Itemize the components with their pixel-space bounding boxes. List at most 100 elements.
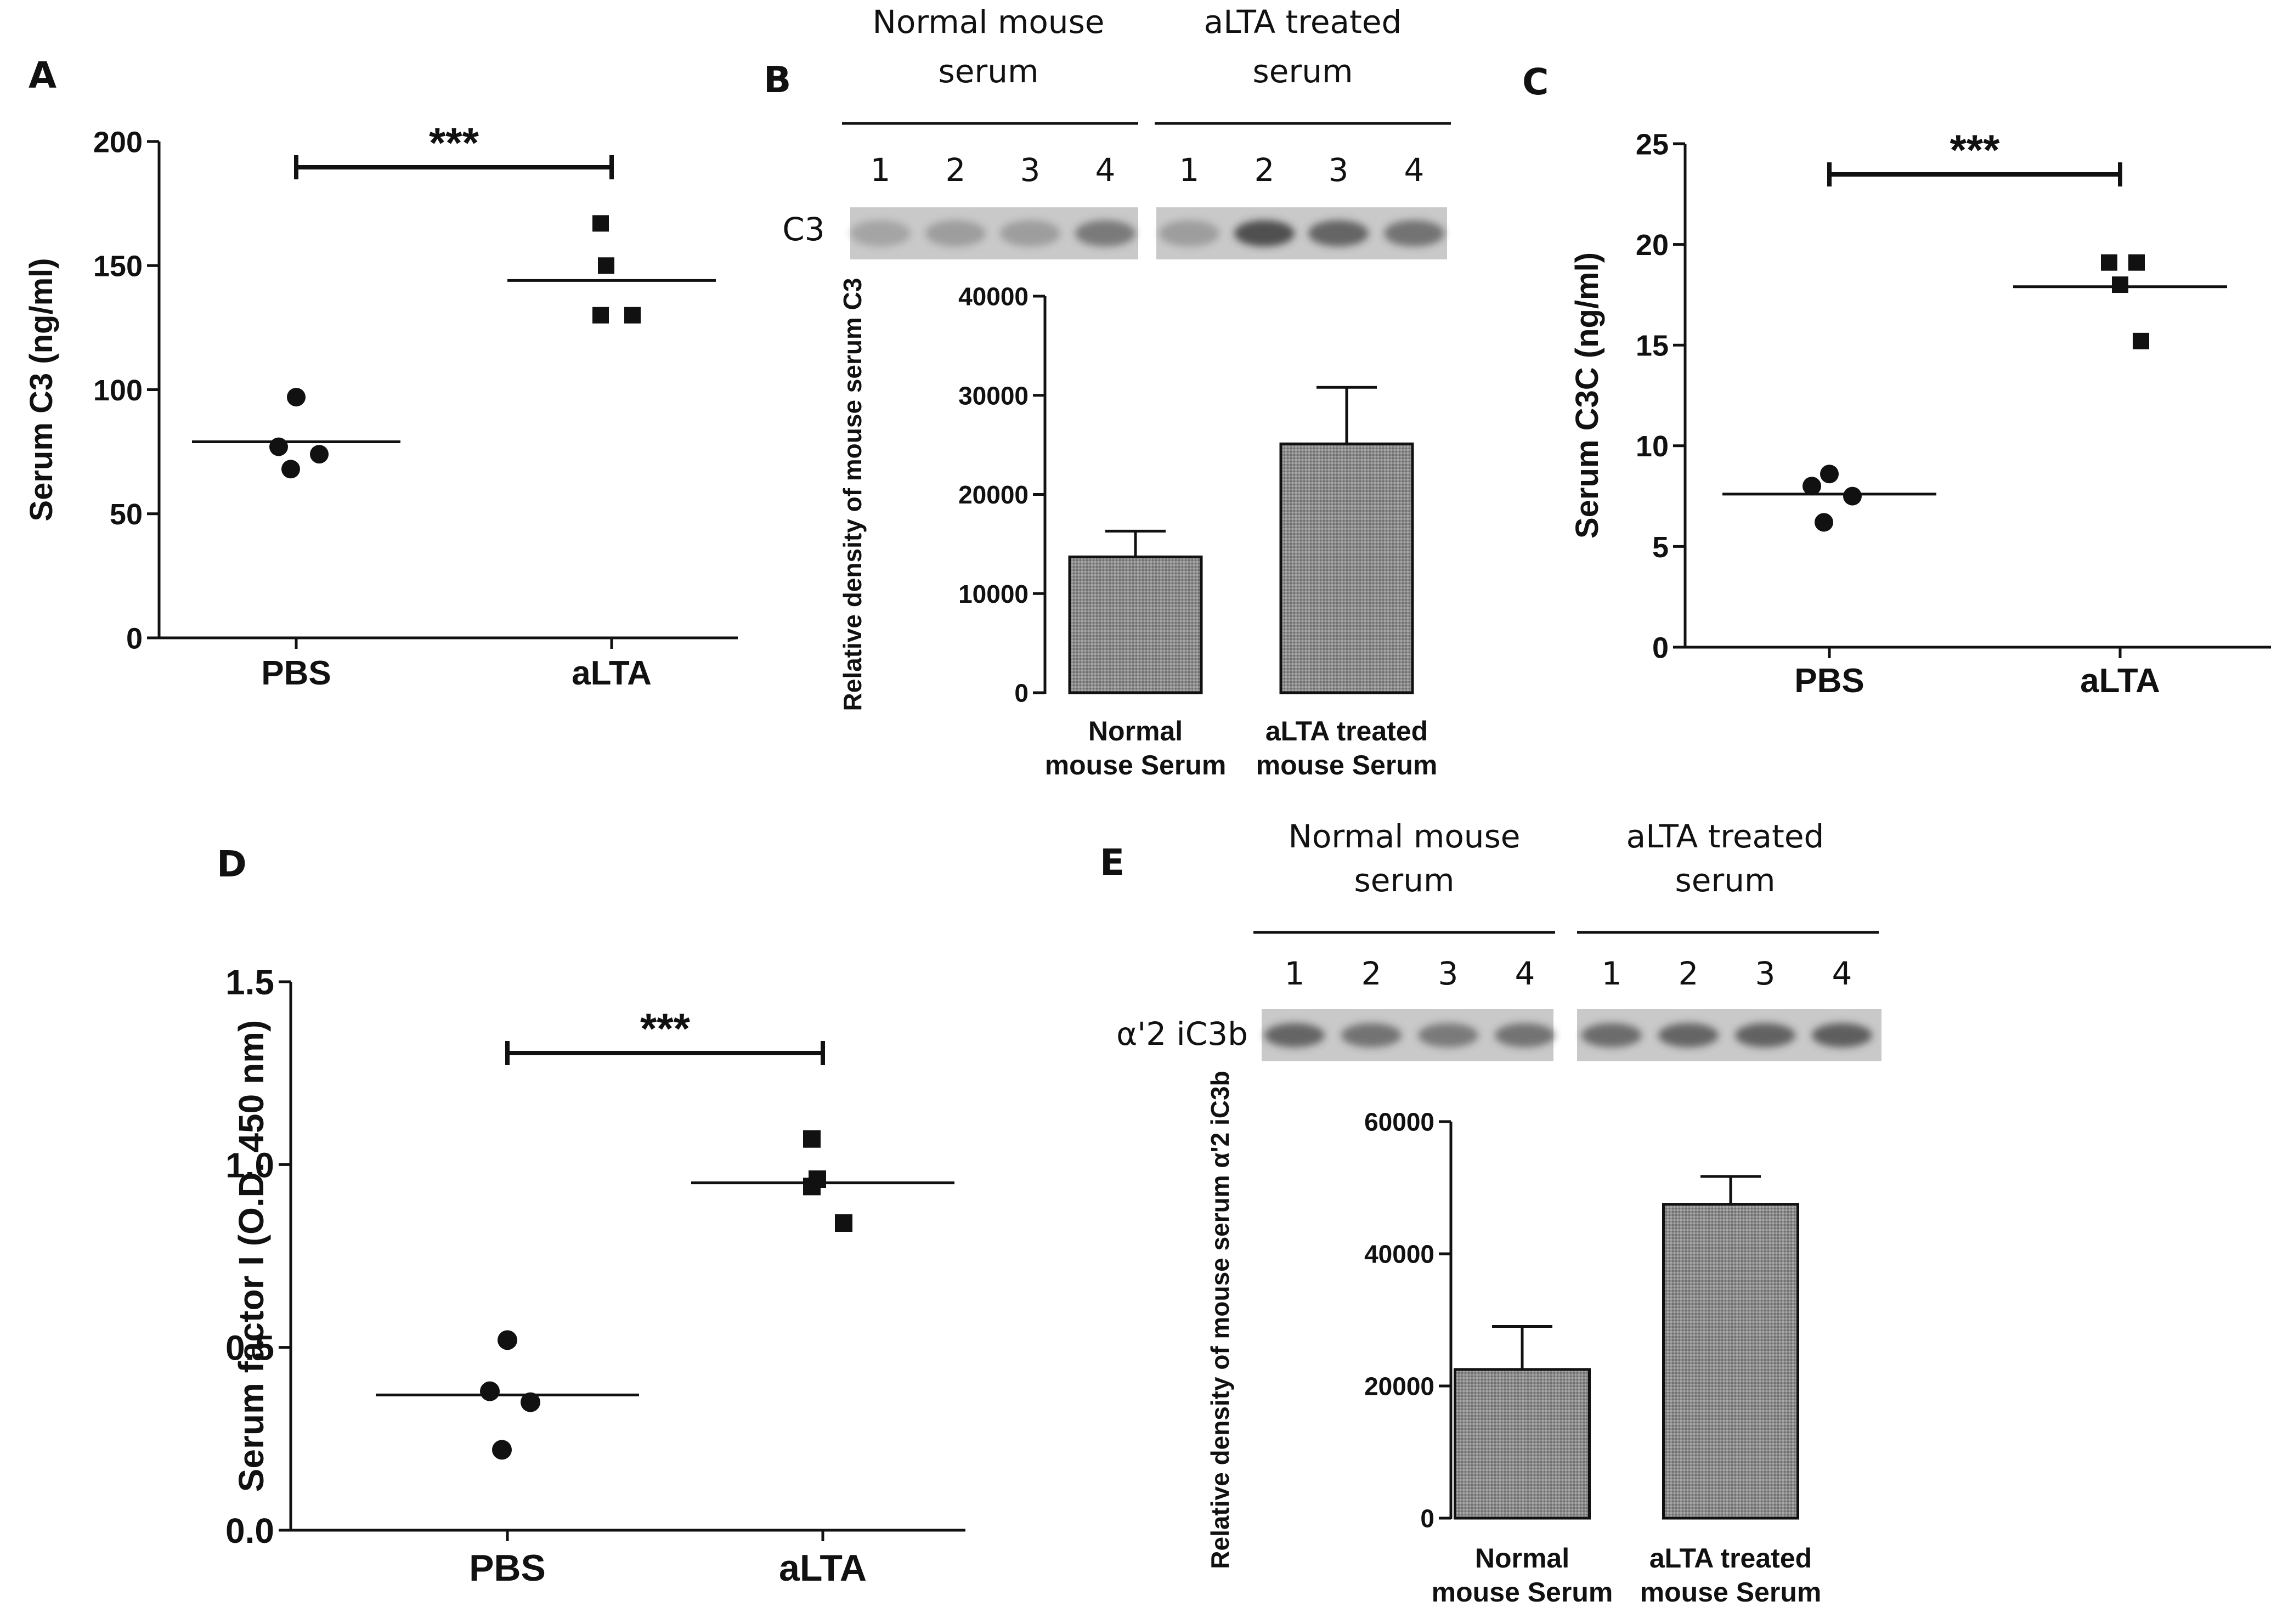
point-C-aLTA-0 [2101,254,2117,271]
y-tick-label-B-1: 10000 [958,580,1029,608]
point-A-PBS-2 [310,445,329,464]
blot-lane-number-E-7: 4 [1832,955,1852,992]
point-D-aLTA-2 [803,1178,821,1196]
y-tick-label-A-2: 100 [93,374,143,407]
x-tick-label-E-0-l2: mouse Serum [1432,1577,1613,1608]
y-tick-label-A-1: 50 [110,498,143,531]
y-tick-label-C-4: 20 [1636,229,1669,262]
point-D-PBS-1 [480,1381,500,1401]
y-tick-label-D-1: 0.5 [225,1328,274,1368]
blot-lane-number-B-1: 2 [946,151,966,189]
blot-band-E-7 [1812,1023,1872,1048]
panel-letter-C: C [1522,61,1549,103]
x-tick-label-A-1: aLTA [572,654,652,692]
blot-group-label-E-1-l2: serum [1675,862,1775,899]
panel-letter-D: D [217,843,247,885]
y-tick-label-D-3: 1.5 [225,963,274,1002]
y-axis-label-D: Serum factor I (O.D. 450 nm) [231,1020,271,1492]
blot-lane-number-B-2: 3 [1020,151,1041,189]
y-tick-label-E-2: 40000 [1364,1240,1434,1269]
x-tick-label-B-1-l1: aLTA treated [1265,716,1428,746]
blot-lane-number-E-4: 1 [1602,955,1622,992]
blot-band-E-4 [1581,1023,1642,1048]
y-tick-label-D-2: 1.0 [225,1145,274,1185]
point-C-PBS-1 [1803,477,1821,496]
blot-lane-number-B-3: 4 [1095,151,1116,189]
point-C-aLTA-1 [2128,254,2145,271]
blot-band-E-1 [1341,1023,1402,1048]
y-axis-label-A: Serum C3 (ng/ml) [24,258,59,521]
y-tick-label-B-3: 30000 [958,381,1029,410]
blot-band-B-5 [1234,220,1295,247]
blot-lane-number-B-7: 4 [1404,151,1425,189]
blot-band-E-5 [1658,1023,1719,1048]
blot-group-label-B-1-l2: serum [1252,53,1353,90]
blot-group-label-B-0-l1: Normal mouse [873,3,1105,41]
point-A-aLTA-1 [598,257,614,274]
point-A-PBS-1 [269,437,288,456]
blot-lane-number-B-5: 2 [1255,151,1275,189]
point-A-aLTA-0 [592,215,609,232]
y-tick-label-E-0: 0 [1420,1504,1434,1533]
x-tick-label-B-0-l2: mouse Serum [1045,750,1227,780]
y-axis-label-E: Relative density of mouse serum α'2 iC3b [1206,1071,1234,1569]
bar-E-0 [1454,1368,1591,1520]
y-tick-label-B-0: 0 [1014,679,1029,708]
point-C-PBS-0 [1820,465,1839,484]
blot-band-E-2 [1418,1023,1478,1048]
sig-label-C: *** [1950,126,2000,174]
x-tick-label-D-0: PBS [469,1547,546,1589]
x-tick-label-D-1: aLTA [779,1547,867,1589]
point-C-aLTA-2 [2112,276,2128,293]
blot-band-E-6 [1735,1023,1795,1048]
y-tick-label-D-0: 0.0 [225,1511,274,1551]
blot-row-label-E: α'2 iC3b [1116,1015,1248,1053]
x-tick-label-C-0: PBS [1794,662,1864,700]
blot-band-B-1 [925,220,986,247]
blot-band-B-7 [1384,220,1444,247]
blot-band-E-3 [1495,1023,1555,1048]
panel-letter-E: E [1100,841,1125,884]
blot-lane-number-E-3: 4 [1515,955,1535,992]
x-tick-label-B-0-l1: Normal [1088,716,1183,746]
y-tick-label-B-4: 40000 [958,282,1029,311]
x-tick-label-E-1-l1: aLTA treated [1649,1543,1812,1574]
x-tick-label-E-0-l1: Normal [1475,1543,1569,1574]
blot-group-label-B-0-l2: serum [938,53,1038,90]
point-D-PBS-0 [498,1330,517,1350]
y-tick-label-B-2: 20000 [958,480,1029,509]
blot-band-E-0 [1264,1023,1325,1048]
bar-E-1 [1662,1203,1799,1520]
blot-lane-number-E-5: 2 [1679,955,1699,992]
blot-lane-number-B-6: 3 [1329,151,1349,189]
y-axis-label-C: Serum C3C (ng/ml) [1569,252,1605,539]
point-D-aLTA-3 [835,1214,852,1232]
point-A-PBS-0 [287,388,306,407]
sig-label-D: *** [640,1004,691,1053]
blot-lane-number-E-2: 3 [1438,955,1459,992]
blot-lane-number-E-6: 3 [1755,955,1776,992]
panel-letter-A: A [29,54,56,97]
y-axis-label-B: Relative density of mouse serum C3 [838,278,867,711]
x-tick-label-A-0: PBS [261,654,331,692]
blot-band-B-3 [1075,220,1135,247]
y-tick-label-A-0: 0 [126,622,143,655]
blot-band-B-4 [1159,220,1219,247]
blot-row-label-B: C3 [782,211,824,248]
point-A-aLTA-3 [624,307,641,324]
y-tick-label-A-3: 150 [93,250,143,283]
blot-band-B-0 [850,220,911,247]
blot-band-B-6 [1308,220,1369,247]
blot-group-label-B-1-l1: aLTA treated [1204,3,1402,41]
point-D-PBS-3 [492,1440,512,1460]
point-D-PBS-2 [521,1392,540,1412]
point-C-PBS-2 [1843,486,1862,506]
y-tick-label-C-2: 10 [1636,430,1669,463]
blot-group-label-E-0-l1: Normal mouse [1289,818,1521,855]
point-A-PBS-3 [281,460,300,479]
blot-group-label-E-1-l1: aLTA treated [1626,818,1824,855]
point-A-aLTA-2 [592,307,609,324]
blot-band-B-2 [1000,220,1060,247]
y-tick-label-C-3: 15 [1636,330,1669,363]
